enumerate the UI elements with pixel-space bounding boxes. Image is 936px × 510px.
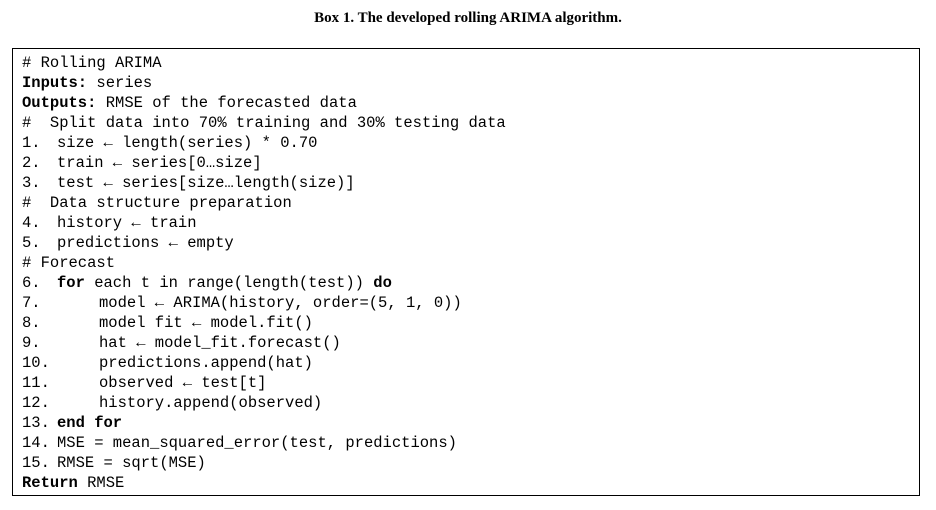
- step-12: 12. history.append(observed): [22, 393, 506, 413]
- step-10-text: predictions.append(hat): [99, 354, 313, 372]
- step-1: 1. size ← length(series) * 0.70: [22, 133, 506, 153]
- step-9-number: 9.: [22, 334, 41, 352]
- algorithm-lines: # Rolling ARIMA Inputs: series Outputs: …: [22, 53, 506, 493]
- step-11-text: observed ← test[t]: [99, 374, 267, 392]
- comment-split-line: # Split data into 70% training and 30% t…: [22, 113, 506, 133]
- step-6-number: 6.: [22, 274, 41, 292]
- step-8: 8. model fit ← model.fit(): [22, 313, 506, 333]
- comment-forecast-line: # Forecast: [22, 253, 506, 273]
- step-2-number: 2.: [22, 154, 41, 172]
- comment-prep-line: # Data structure preparation: [22, 193, 506, 213]
- step-4-number: 4.: [22, 214, 41, 232]
- step-3-number: 3.: [22, 174, 41, 192]
- inputs-label: Inputs:: [22, 74, 88, 92]
- step-1-number: 1.: [22, 134, 41, 152]
- step-12-number: 12.: [22, 394, 50, 412]
- step-13-number: 13.: [22, 414, 50, 432]
- outputs-label: Outputs:: [22, 94, 97, 112]
- comment-forecast: # Forecast: [22, 254, 116, 272]
- step-13-end-for-keyword: end for: [57, 414, 123, 432]
- step-9: 9. hat ← model_fit.forecast(): [22, 333, 506, 353]
- step-5: 5. predictions ← empty: [22, 233, 506, 253]
- comment-split: # Split data into 70% training and 30% t…: [22, 114, 506, 132]
- outputs-value: RMSE of the forecasted data: [96, 94, 357, 112]
- step-2: 2. train ← series[0…size]: [22, 153, 506, 173]
- comment-prep: # Data structure preparation: [22, 194, 292, 212]
- step-6-do-keyword: do: [373, 274, 392, 292]
- step-14: 14. MSE = mean_squared_error(test, predic…: [22, 433, 506, 453]
- inputs-value: series: [87, 74, 153, 92]
- step-15: 15. RMSE = sqrt(MSE): [22, 453, 506, 473]
- step-4: 4. history ← train: [22, 213, 506, 233]
- step-3: 3. test ← series[size…length(size)]: [22, 173, 506, 193]
- step-10-number: 10.: [22, 354, 50, 372]
- step-7: 7. model ← ARIMA(history, order=(5, 1, 0)…: [22, 293, 506, 313]
- return-keyword: Return: [22, 474, 78, 492]
- step-14-number: 14.: [22, 434, 50, 452]
- step-15-number: 15.: [22, 454, 50, 472]
- return-value: RMSE: [77, 474, 125, 492]
- outputs-line: Outputs: RMSE of the forecasted data: [22, 93, 506, 113]
- step-6-text: each t in range(length(test)): [84, 274, 374, 292]
- box-caption: Box 1. The developed rolling ARIMA algor…: [314, 10, 622, 26]
- step-7-text: model ← ARIMA(history, order=(5, 1, 0)): [99, 294, 462, 312]
- comment-title: # Rolling ARIMA: [22, 54, 162, 72]
- step-1-text: size ← length(series) * 0.70: [57, 134, 318, 152]
- step-11-number: 11.: [22, 374, 50, 392]
- step-13: 13. end for: [22, 413, 506, 433]
- step-6-for-keyword: for: [57, 274, 85, 292]
- step-5-text: predictions ← empty: [57, 234, 234, 252]
- step-12-text: history.append(observed): [99, 394, 323, 412]
- step-8-number: 8.: [22, 314, 41, 332]
- step-9-text: hat ← model_fit.forecast(): [99, 334, 341, 352]
- step-14-text: MSE = mean_squared_error(test, predictio…: [57, 434, 457, 452]
- step-4-text: history ← train: [57, 214, 197, 232]
- step-8-text: model fit ← model.fit(): [99, 314, 313, 332]
- step-11: 11. observed ← test[t]: [22, 373, 506, 393]
- inputs-line: Inputs: series: [22, 73, 506, 93]
- comment-title-line: # Rolling ARIMA: [22, 53, 506, 73]
- step-6: 6. for each t in range(length(test)) do: [22, 273, 506, 293]
- step-3-text: test ← series[size…length(size)]: [57, 174, 355, 192]
- step-15-text: RMSE = sqrt(MSE): [57, 454, 206, 472]
- step-10: 10. predictions.append(hat): [22, 353, 506, 373]
- return-line: Return RMSE: [22, 473, 506, 493]
- step-2-text: train ← series[0…size]: [57, 154, 262, 172]
- step-7-number: 7.: [22, 294, 41, 312]
- algorithm-box: # Rolling ARIMA Inputs: series Outputs: …: [12, 48, 920, 496]
- step-5-number: 5.: [22, 234, 41, 252]
